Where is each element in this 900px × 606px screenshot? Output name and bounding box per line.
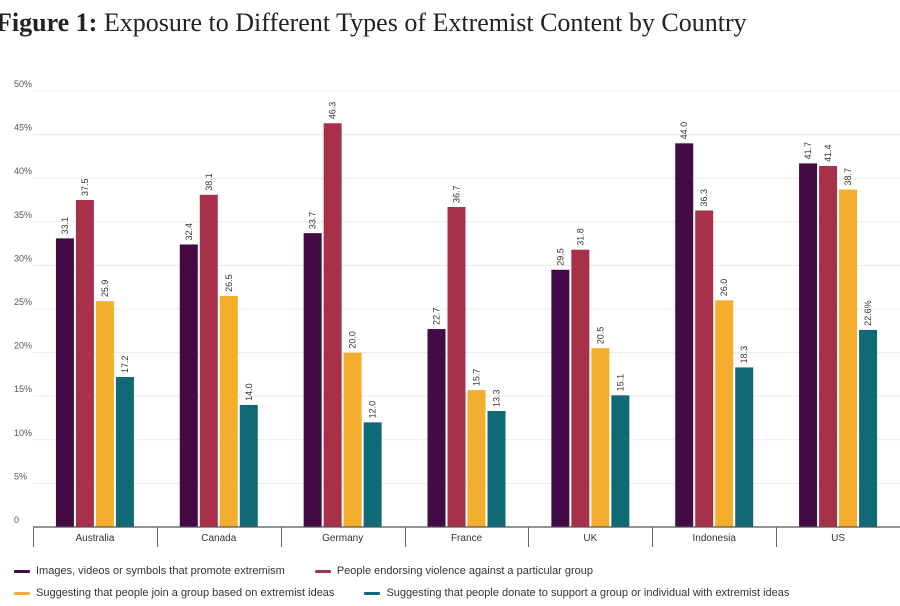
bar [199, 194, 218, 527]
bar [487, 411, 506, 527]
bar [219, 295, 238, 527]
data-label: 29.5 [555, 248, 565, 266]
data-label: 20.5 [595, 327, 605, 345]
bar [611, 395, 630, 527]
data-label: 20.0 [348, 331, 358, 349]
legend-row: Images, videos or symbols that promote e… [14, 560, 894, 582]
data-label: 17.2 [120, 355, 130, 373]
bar [95, 301, 114, 527]
data-label: 18.3 [739, 346, 749, 364]
data-label: 36.7 [452, 185, 462, 203]
bar [343, 352, 362, 527]
bar [55, 238, 74, 528]
legend-label: People endorsing violence against a part… [336, 565, 594, 577]
y-tick-label: 40% [14, 166, 32, 176]
bar [819, 165, 838, 527]
bar [447, 206, 466, 527]
data-label: 31.8 [575, 228, 585, 246]
bar [695, 210, 714, 528]
chart-title: Figure 1: Exposure to Different Types of… [0, 8, 747, 38]
legend-item-violence: People endorsing violence against a part… [314, 565, 594, 577]
data-label: 33.7 [308, 212, 318, 230]
bar [859, 329, 878, 527]
data-label: 13.3 [492, 389, 502, 407]
data-label: 14.0 [244, 383, 254, 401]
legend-swatch [14, 569, 30, 573]
legend-item-donate: Suggesting that people donate to support… [364, 587, 789, 599]
legend-item-images: Images, videos or symbols that promote e… [14, 565, 285, 577]
legend-label: Suggesting that people join a group base… [36, 587, 335, 599]
bar [323, 123, 342, 527]
data-label: 12.0 [368, 401, 378, 419]
bar [427, 329, 446, 527]
bar [467, 390, 486, 527]
data-label: 38.7 [843, 168, 853, 186]
data-label: 46.3 [328, 102, 338, 120]
x-tick-label: Canada [201, 533, 236, 544]
data-label: 22.7 [432, 308, 442, 326]
bar-chart: 0 5% 10% 15% 20% 25% 30% 35% 40% 45% 50% 33.1 37.5 25… [14, 79, 900, 547]
bar [591, 348, 610, 527]
y-tick-label: 45% [14, 123, 32, 133]
legend-swatch [364, 591, 381, 595]
bar [75, 200, 94, 527]
data-label: 32.4 [184, 223, 194, 241]
bar [239, 404, 258, 527]
bar [799, 163, 818, 527]
y-tick-label: 10% [14, 428, 32, 438]
data-label: 15.7 [472, 369, 482, 387]
data-label: 41.7 [803, 142, 813, 160]
data-label: 25.9 [100, 280, 110, 298]
legend: Images, videos or symbols that promote e… [14, 560, 894, 604]
bar [363, 422, 382, 527]
y-tick-label: 50% [14, 79, 32, 89]
legend-label: Suggesting that people donate to support… [386, 587, 790, 599]
y-tick-label: 0 [14, 515, 19, 525]
bar [675, 143, 694, 527]
y-tick-label: 25% [14, 297, 32, 307]
data-label: 15.1 [615, 374, 625, 392]
x-tick-label: Germany [322, 533, 363, 544]
figure-number: Figure 1: [0, 8, 98, 37]
bar [179, 244, 198, 528]
y-tick-label: 15% [14, 384, 32, 394]
data-label: 26.5 [224, 274, 234, 292]
legend-swatch [314, 569, 331, 573]
bar [715, 300, 734, 527]
bar [571, 249, 590, 528]
bar [115, 377, 134, 527]
data-label: 38.1 [204, 173, 214, 191]
legend-label: Images, videos or symbols that promote e… [36, 565, 285, 577]
data-label: 36.3 [699, 189, 709, 207]
data-label: 22.6% [863, 300, 873, 326]
data-label: 41.4 [823, 144, 833, 162]
y-tick-label: 5% [14, 471, 27, 481]
title-text: Exposure to Different Types of Extremist… [97, 8, 747, 37]
y-tick-label: 35% [14, 210, 32, 220]
x-tick-label: US [831, 533, 845, 544]
data-label: 37.5 [80, 178, 90, 196]
legend-item-join: Suggesting that people join a group base… [14, 587, 334, 599]
bar [303, 233, 322, 528]
data-label: 44.0 [679, 122, 689, 140]
x-tick-label: France [451, 533, 483, 544]
y-tick-label: 20% [14, 341, 32, 351]
bar [551, 269, 570, 527]
legend-swatch [14, 591, 30, 595]
data-label: 26.0 [719, 279, 729, 297]
data-label: 33.1 [60, 217, 70, 235]
x-tick-label: Indonesia [693, 533, 737, 544]
x-tick-label: Australia [75, 533, 114, 544]
legend-row: Suggesting that people join a group base… [14, 582, 894, 604]
x-tick-label: UK [583, 533, 597, 544]
bar [735, 367, 754, 527]
bar [839, 189, 858, 527]
y-tick-label: 30% [14, 253, 32, 263]
